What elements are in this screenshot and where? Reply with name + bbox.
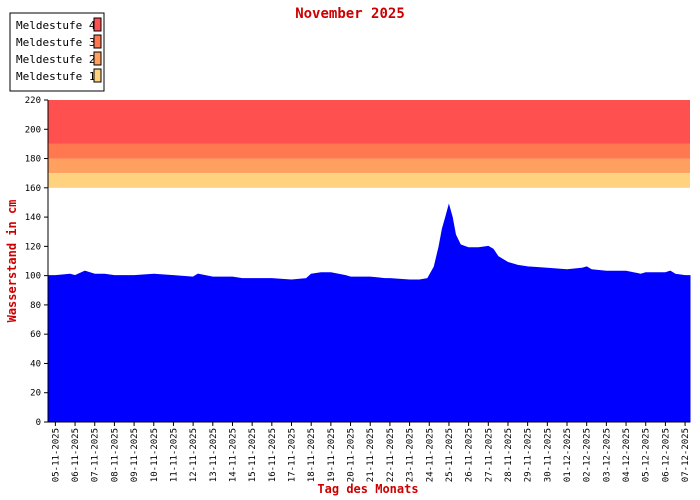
legend-label: Meldestufe 4 xyxy=(16,19,96,32)
x-tick-label: 17-11-2025 xyxy=(288,428,298,482)
legend-swatch xyxy=(93,68,102,83)
x-tick-label: 19-11-2025 xyxy=(327,428,337,482)
x-axis-label: Tag des Monats xyxy=(317,482,418,496)
legend-label: Meldestufe 1 xyxy=(16,70,95,83)
series-area-1 xyxy=(47,203,691,423)
legend-swatch xyxy=(93,17,102,32)
legend-swatch xyxy=(93,34,102,49)
x-tick-label: 25-11-2025 xyxy=(445,428,455,482)
axes: 0 20 40 60 80 100 120 140 160 180 200 220 05-11-2025… xyxy=(25,96,691,482)
x-tick-label: 02-12-2025 xyxy=(583,428,593,482)
x-tick-label: 28-11-2025 xyxy=(504,428,514,482)
y-tick-label: 100 xyxy=(25,272,41,282)
series-layer xyxy=(47,203,691,423)
legend-label: Meldestufe 3 xyxy=(16,36,95,49)
y-tick-label: 120 xyxy=(25,242,41,252)
x-tick-label: 21-11-2025 xyxy=(366,428,376,482)
x-tick-label: 20-11-2025 xyxy=(347,428,357,482)
x-tick-label: 27-11-2025 xyxy=(484,428,494,482)
x-tick-label: 06-12-2025 xyxy=(661,428,671,482)
y-tick-label: 180 xyxy=(25,155,41,165)
y-tick-label: 220 xyxy=(25,96,41,106)
x-tick-label: 05-12-2025 xyxy=(642,428,652,482)
y-axis-label: Wasserstand in cm xyxy=(5,200,19,323)
x-tick-label: 26-11-2025 xyxy=(465,428,475,482)
y-tick-label: 40 xyxy=(30,359,41,369)
x-tick-label: 29-11-2025 xyxy=(524,428,534,482)
x-tick-label: 04-12-2025 xyxy=(622,428,632,482)
x-tick-label: 07-11-2025 xyxy=(91,428,101,482)
x-tick-label: 11-11-2025 xyxy=(169,428,179,482)
x-tick-label: 09-11-2025 xyxy=(130,428,140,482)
x-tick-label: 10-11-2025 xyxy=(150,428,160,482)
legend-box xyxy=(9,12,105,92)
x-tick-label: 07-12-2025 xyxy=(681,428,691,482)
alert-band-2 xyxy=(48,143,690,159)
x-tick-label: 16-11-2025 xyxy=(268,428,278,482)
alert-band-4 xyxy=(48,173,690,188)
y-tick-label: 140 xyxy=(25,213,41,223)
x-tick-label: 15-11-2025 xyxy=(248,428,258,482)
x-tick-label: 03-12-2025 xyxy=(602,428,612,482)
legend: Meldestufe 4 Meldestufe 3 Meldestufe 2 Meld… xyxy=(9,12,105,92)
x-tick-label: 14-11-2025 xyxy=(229,428,239,482)
y-tick-label: 80 xyxy=(30,301,41,311)
legend-label: Meldestufe 2 xyxy=(16,53,95,66)
x-tick-label: 30-11-2025 xyxy=(543,428,553,482)
alert-band-3 xyxy=(48,158,690,174)
x-tick-label: 22-11-2025 xyxy=(386,428,396,482)
y-tick-label: 160 xyxy=(25,184,41,194)
x-tick-label: 01-12-2025 xyxy=(563,428,573,482)
x-tick-label: 18-11-2025 xyxy=(307,428,317,482)
x-tick-label: 13-11-2025 xyxy=(209,428,219,482)
x-tick-label: 05-11-2025 xyxy=(51,428,61,482)
chart-title: November 2025 xyxy=(295,6,405,22)
y-tick-label: 200 xyxy=(25,125,41,135)
x-tick-label: 23-11-2025 xyxy=(406,428,416,482)
x-tick-label: 12-11-2025 xyxy=(189,428,199,482)
alert-bands xyxy=(48,100,690,188)
y-tick-label: 20 xyxy=(30,389,41,399)
x-tick-label: 08-11-2025 xyxy=(110,428,120,482)
x-tick-label: 06-11-2025 xyxy=(71,428,81,482)
x-tick-label: 24-11-2025 xyxy=(425,428,435,482)
y-tick-label: 60 xyxy=(30,330,41,340)
y-tick-label: 0 xyxy=(36,418,41,428)
alert-band-1 xyxy=(48,100,690,144)
legend-swatch xyxy=(93,51,102,66)
